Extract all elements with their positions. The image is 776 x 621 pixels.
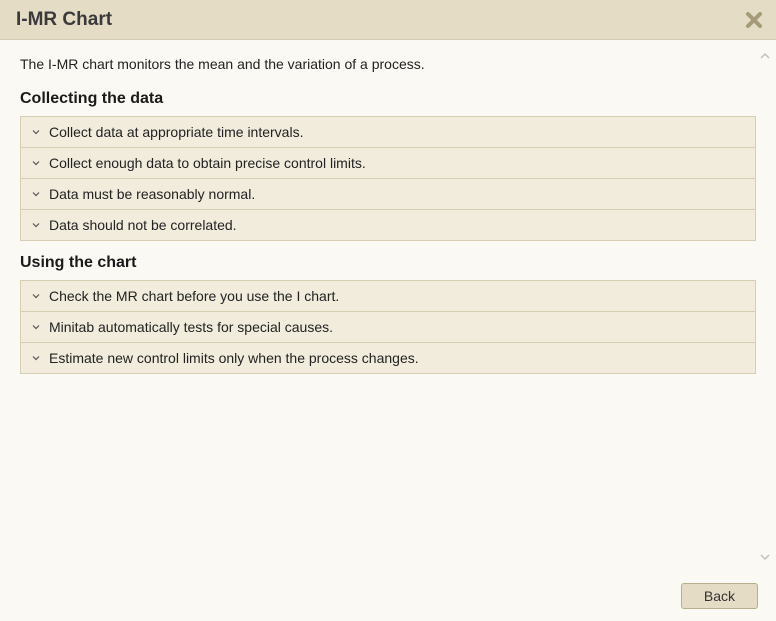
accordion-label: Minitab automatically tests for special … [49,319,333,335]
header-bar: I-MR Chart [0,0,776,40]
section-heading-using: Using the chart [20,254,756,272]
chevron-down-icon [31,189,41,199]
chevron-down-icon [31,220,41,230]
accordion-list-using: Check the MR chart before you use the I … [20,280,756,374]
accordion-label: Estimate new control limits only when th… [49,350,419,366]
page-title: I-MR Chart [16,9,112,31]
accordion-item[interactable]: Data must be reasonably normal. [20,178,756,210]
accordion-item[interactable]: Check the MR chart before you use the I … [20,280,756,312]
content-area: The I-MR chart monitors the mean and the… [0,40,776,571]
section-heading-collecting: Collecting the data [20,90,756,108]
accordion-list-collecting: Collect data at appropriate time interva… [20,116,756,241]
accordion-label: Data should not be correlated. [49,217,237,233]
accordion-label: Data must be reasonably normal. [49,186,255,202]
accordion-label: Collect enough data to obtain precise co… [49,155,366,171]
chevron-down-icon [31,127,41,137]
chevron-down-icon [31,322,41,332]
chevron-down-icon [31,158,41,168]
back-button[interactable]: Back [681,583,758,609]
footer: Back [0,571,776,621]
intro-text: The I-MR chart monitors the mean and the… [20,56,756,72]
accordion-item[interactable]: Minitab automatically tests for special … [20,311,756,343]
close-icon[interactable] [744,10,764,30]
scroll-down-indicator [758,551,772,563]
accordion-label: Collect data at appropriate time interva… [49,124,303,140]
chevron-down-icon [31,291,41,301]
accordion-item[interactable]: Data should not be correlated. [20,209,756,241]
accordion-item[interactable]: Collect data at appropriate time interva… [20,116,756,148]
chevron-down-icon [31,353,41,363]
accordion-item[interactable]: Estimate new control limits only when th… [20,342,756,374]
accordion-item[interactable]: Collect enough data to obtain precise co… [20,147,756,179]
accordion-label: Check the MR chart before you use the I … [49,288,339,304]
